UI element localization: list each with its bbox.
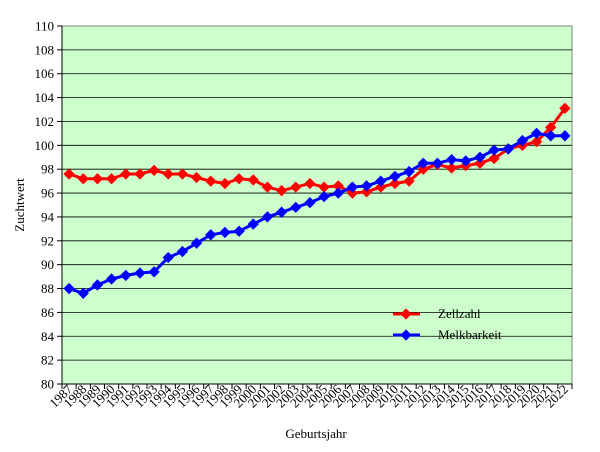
data-point-zellzahl — [488, 152, 500, 165]
legend-label-zellzahl: Zellzahl — [438, 306, 481, 321]
data-point-zellzahl — [318, 181, 330, 193]
data-point-zellzahl — [162, 168, 174, 180]
data-point-melkbarkeit — [460, 155, 472, 167]
y-tick-label: 84 — [41, 329, 55, 344]
legend-marker-melkbarkeit — [400, 329, 412, 341]
data-point-melkbarkeit — [233, 225, 245, 237]
axes — [57, 25, 573, 389]
data-point-zellzahl — [445, 162, 458, 174]
data-point-zellzahl — [176, 168, 189, 180]
y-tick-label: 108 — [35, 42, 55, 57]
data-point-melkbarkeit — [502, 143, 514, 155]
data-point-melkbarkeit — [375, 175, 387, 187]
data-point-melkbarkeit — [530, 127, 543, 140]
series-group — [63, 102, 571, 299]
data-point-melkbarkeit — [190, 237, 203, 249]
y-tick-label: 90 — [41, 257, 54, 272]
data-point-melkbarkeit — [176, 245, 189, 258]
data-point-melkbarkeit — [431, 157, 444, 169]
data-point-melkbarkeit — [304, 196, 316, 209]
data-point-melkbarkeit — [148, 266, 160, 278]
data-point-melkbarkeit — [290, 201, 302, 214]
data-point-zellzahl — [190, 171, 203, 184]
y-tick-label: 92 — [41, 233, 54, 248]
data-point-melkbarkeit — [559, 130, 571, 142]
legend-label-melkbarkeit: Melkbarkeit — [438, 327, 502, 342]
data-point-melkbarkeit — [417, 157, 429, 169]
y-tick-label: 98 — [41, 162, 54, 177]
y-tick-label: 110 — [35, 19, 54, 34]
data-point-melkbarkeit — [360, 180, 373, 192]
data-point-zellzahl — [261, 181, 274, 193]
x-tick-labels: 1987198819891990199119921993199419951996… — [46, 381, 571, 410]
data-point-melkbarkeit — [134, 267, 146, 279]
data-point-zellzahl — [275, 185, 288, 197]
y-axis-title: Zuchtwert — [12, 178, 27, 232]
data-point-zellzahl — [389, 177, 401, 190]
y-tick-label: 86 — [41, 305, 55, 320]
data-point-zellzahl — [290, 181, 302, 193]
data-point-melkbarkeit — [275, 206, 288, 218]
data-point-melkbarkeit — [346, 181, 359, 193]
data-point-melkbarkeit — [261, 211, 274, 223]
data-point-melkbarkeit — [445, 153, 458, 166]
data-point-melkbarkeit — [205, 229, 217, 241]
legend: Zellzahl Melkbarkeit — [393, 306, 502, 342]
data-point-melkbarkeit — [247, 218, 259, 230]
data-point-melkbarkeit — [403, 165, 415, 178]
data-point-zellzahl — [530, 136, 543, 148]
data-point-melkbarkeit — [545, 130, 557, 142]
data-point-zellzahl — [247, 174, 259, 186]
legend-marker-zellzahl — [400, 308, 412, 320]
data-point-melkbarkeit — [488, 144, 500, 156]
y-tick-label: 82 — [41, 353, 54, 368]
y-tick-label: 106 — [35, 66, 55, 81]
data-point-zellzahl — [233, 173, 245, 185]
data-point-zellzahl — [304, 177, 316, 190]
data-point-zellzahl — [403, 175, 415, 187]
data-point-zellzahl — [148, 164, 160, 177]
data-point-zellzahl — [219, 177, 231, 190]
data-point-melkbarkeit — [516, 134, 529, 147]
y-tick-label: 100 — [35, 138, 55, 153]
data-point-zellzahl — [360, 186, 373, 198]
gridlines — [62, 49, 572, 361]
y-tick-label: 102 — [35, 114, 55, 129]
data-point-melkbarkeit — [219, 226, 231, 239]
data-point-zellzahl — [375, 181, 387, 193]
data-point-zellzahl — [346, 187, 359, 199]
y-tick-label: 88 — [41, 281, 54, 296]
data-point-zellzahl — [205, 175, 217, 187]
data-point-zellzahl — [474, 157, 486, 169]
data-point-zellzahl — [332, 180, 344, 192]
y-tick-labels: 80 82 84 86 88 90 92 94 96 98 100 102 104 106 108 110 — [35, 19, 55, 392]
data-point-melkbarkeit — [318, 190, 330, 203]
plot-area — [61, 25, 573, 385]
y-tick-label: 96 — [41, 186, 55, 201]
x-axis-title: Geburtsjahr — [285, 426, 347, 441]
y-tick-label: 80 — [41, 377, 54, 392]
data-point-melkbarkeit — [332, 187, 344, 199]
data-point-melkbarkeit — [389, 170, 401, 183]
y-tick-label: 104 — [35, 90, 55, 105]
data-point-zellzahl — [134, 168, 146, 180]
data-point-melkbarkeit — [474, 151, 486, 163]
y-tick-label: 94 — [41, 209, 55, 224]
data-point-melkbarkeit — [162, 251, 174, 264]
